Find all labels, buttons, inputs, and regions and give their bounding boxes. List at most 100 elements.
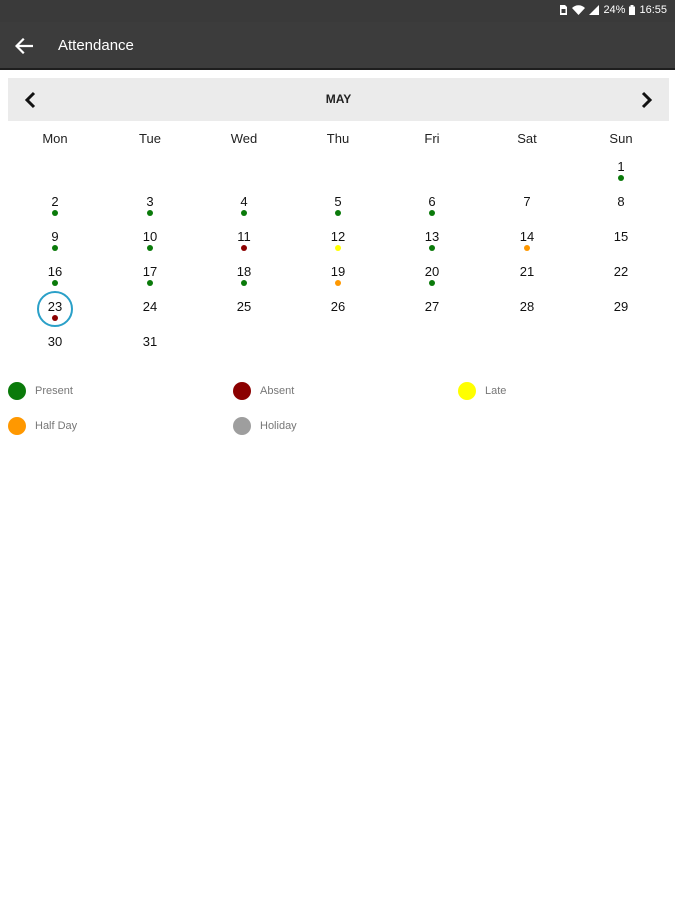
weekday-label: Mon [42, 131, 68, 146]
legend-label: Late [485, 385, 507, 397]
day-number: 11 [237, 229, 251, 244]
month-header: MAY [8, 78, 669, 121]
day-number: 16 [47, 264, 63, 279]
day-number: 7 [523, 194, 531, 209]
previous-month-button[interactable] [16, 86, 44, 114]
status-dot-present [618, 175, 624, 181]
legend-swatch [233, 382, 251, 400]
day-cell[interactable]: 17 [130, 264, 170, 298]
day-number: 12 [330, 229, 346, 244]
status-bar: 24% 16:55 [0, 0, 675, 22]
day-cell[interactable]: 24 [130, 299, 170, 333]
day-number: 19 [330, 264, 346, 279]
app-bar: Attendance [0, 22, 675, 70]
status-indicators: 24% 16:55 [559, 4, 667, 16]
day-cell[interactable]: 12 [318, 229, 358, 263]
legend-label: Holiday [260, 420, 297, 432]
legend-swatch [233, 417, 251, 435]
status-dot-present [429, 280, 435, 286]
day-number: 27 [424, 299, 440, 314]
day-cell[interactable]: 16 [35, 264, 75, 298]
battery-percentage: 24% [603, 4, 626, 16]
day-cell[interactable]: 22 [601, 264, 641, 298]
legend-item-absent: Absent [233, 381, 294, 401]
day-number: 26 [330, 299, 346, 314]
day-number: 30 [47, 334, 63, 349]
day-cell[interactable]: 3 [130, 194, 170, 228]
status-dot-absent [52, 315, 58, 321]
chevron-right-icon [641, 91, 653, 109]
day-number: 8 [617, 194, 625, 209]
day-number: 31 [142, 334, 158, 349]
status-dot-late [335, 245, 341, 251]
day-cell[interactable]: 21 [507, 264, 547, 298]
day-cell[interactable]: 11 [224, 229, 264, 263]
day-cell[interactable]: 2 [35, 194, 75, 228]
signal-icon [589, 5, 600, 15]
day-cell[interactable]: 14 [507, 229, 547, 263]
weekday-label: Tue [139, 131, 161, 146]
clock: 16:55 [639, 4, 667, 16]
day-number: 17 [142, 264, 158, 279]
legend-item-holiday: Holiday [233, 416, 297, 436]
legend-label: Half Day [35, 420, 78, 432]
weekday-label: Thu [326, 131, 350, 146]
day-cell[interactable]: 31 [130, 334, 170, 368]
back-button[interactable] [10, 32, 38, 60]
day-number: 23 [47, 299, 63, 314]
day-cell[interactable]: 29 [601, 299, 641, 333]
day-cell[interactable]: 1 [601, 159, 641, 193]
status-dot-present [147, 210, 153, 216]
day-number: 13 [424, 229, 440, 244]
legend-label: Present [35, 385, 73, 397]
status-dot-present [52, 210, 58, 216]
day-cell[interactable]: 23 [35, 291, 75, 333]
status-dot-present [429, 210, 435, 216]
status-dot-half-day [335, 280, 341, 286]
day-number: 3 [146, 194, 154, 209]
day-cell[interactable]: 30 [35, 334, 75, 368]
legend-swatch [8, 417, 26, 435]
weekday-label: Sat [517, 131, 537, 146]
day-cell[interactable]: 25 [224, 299, 264, 333]
day-cell[interactable]: 10 [130, 229, 170, 263]
legend-item-half-day: Half Day [8, 416, 77, 436]
arrow-left-icon [15, 38, 33, 54]
battery-icon [629, 5, 636, 15]
day-cell[interactable]: 15 [601, 229, 641, 263]
status-dot-present [52, 245, 58, 251]
day-number: 20 [424, 264, 440, 279]
day-cell[interactable]: 19 [318, 264, 358, 298]
day-number: 15 [613, 229, 629, 244]
legend-item-present: Present [8, 381, 73, 401]
status-dot-present [429, 245, 435, 251]
day-cell[interactable]: 9 [35, 229, 75, 263]
legend-swatch [458, 382, 476, 400]
day-cell[interactable]: 7 [507, 194, 547, 228]
status-dot-present [52, 280, 58, 286]
day-number: 28 [519, 299, 535, 314]
day-cell[interactable]: 28 [507, 299, 547, 333]
status-dot-present [147, 280, 153, 286]
day-cell[interactable]: 18 [224, 264, 264, 298]
month-label: MAY [325, 92, 352, 106]
day-cell[interactable]: 8 [601, 194, 641, 228]
day-cell[interactable]: 20 [412, 264, 452, 298]
day-cell[interactable]: 26 [318, 299, 358, 333]
day-cell[interactable]: 5 [318, 194, 358, 228]
day-cell[interactable]: 6 [412, 194, 452, 228]
day-cell[interactable]: 4 [224, 194, 264, 228]
day-number: 2 [51, 194, 59, 209]
day-cell[interactable]: 27 [412, 299, 452, 333]
day-number: 10 [142, 229, 158, 244]
day-number: 25 [236, 299, 252, 314]
day-number: 6 [428, 194, 436, 209]
status-dot-present [241, 280, 247, 286]
status-dot-present [147, 245, 153, 251]
legend-label: Absent [260, 385, 295, 397]
day-cell[interactable]: 13 [412, 229, 452, 263]
next-month-button[interactable] [633, 86, 661, 114]
chevron-left-icon [24, 91, 36, 109]
legend-swatch [8, 382, 26, 400]
sim-icon [559, 5, 568, 15]
